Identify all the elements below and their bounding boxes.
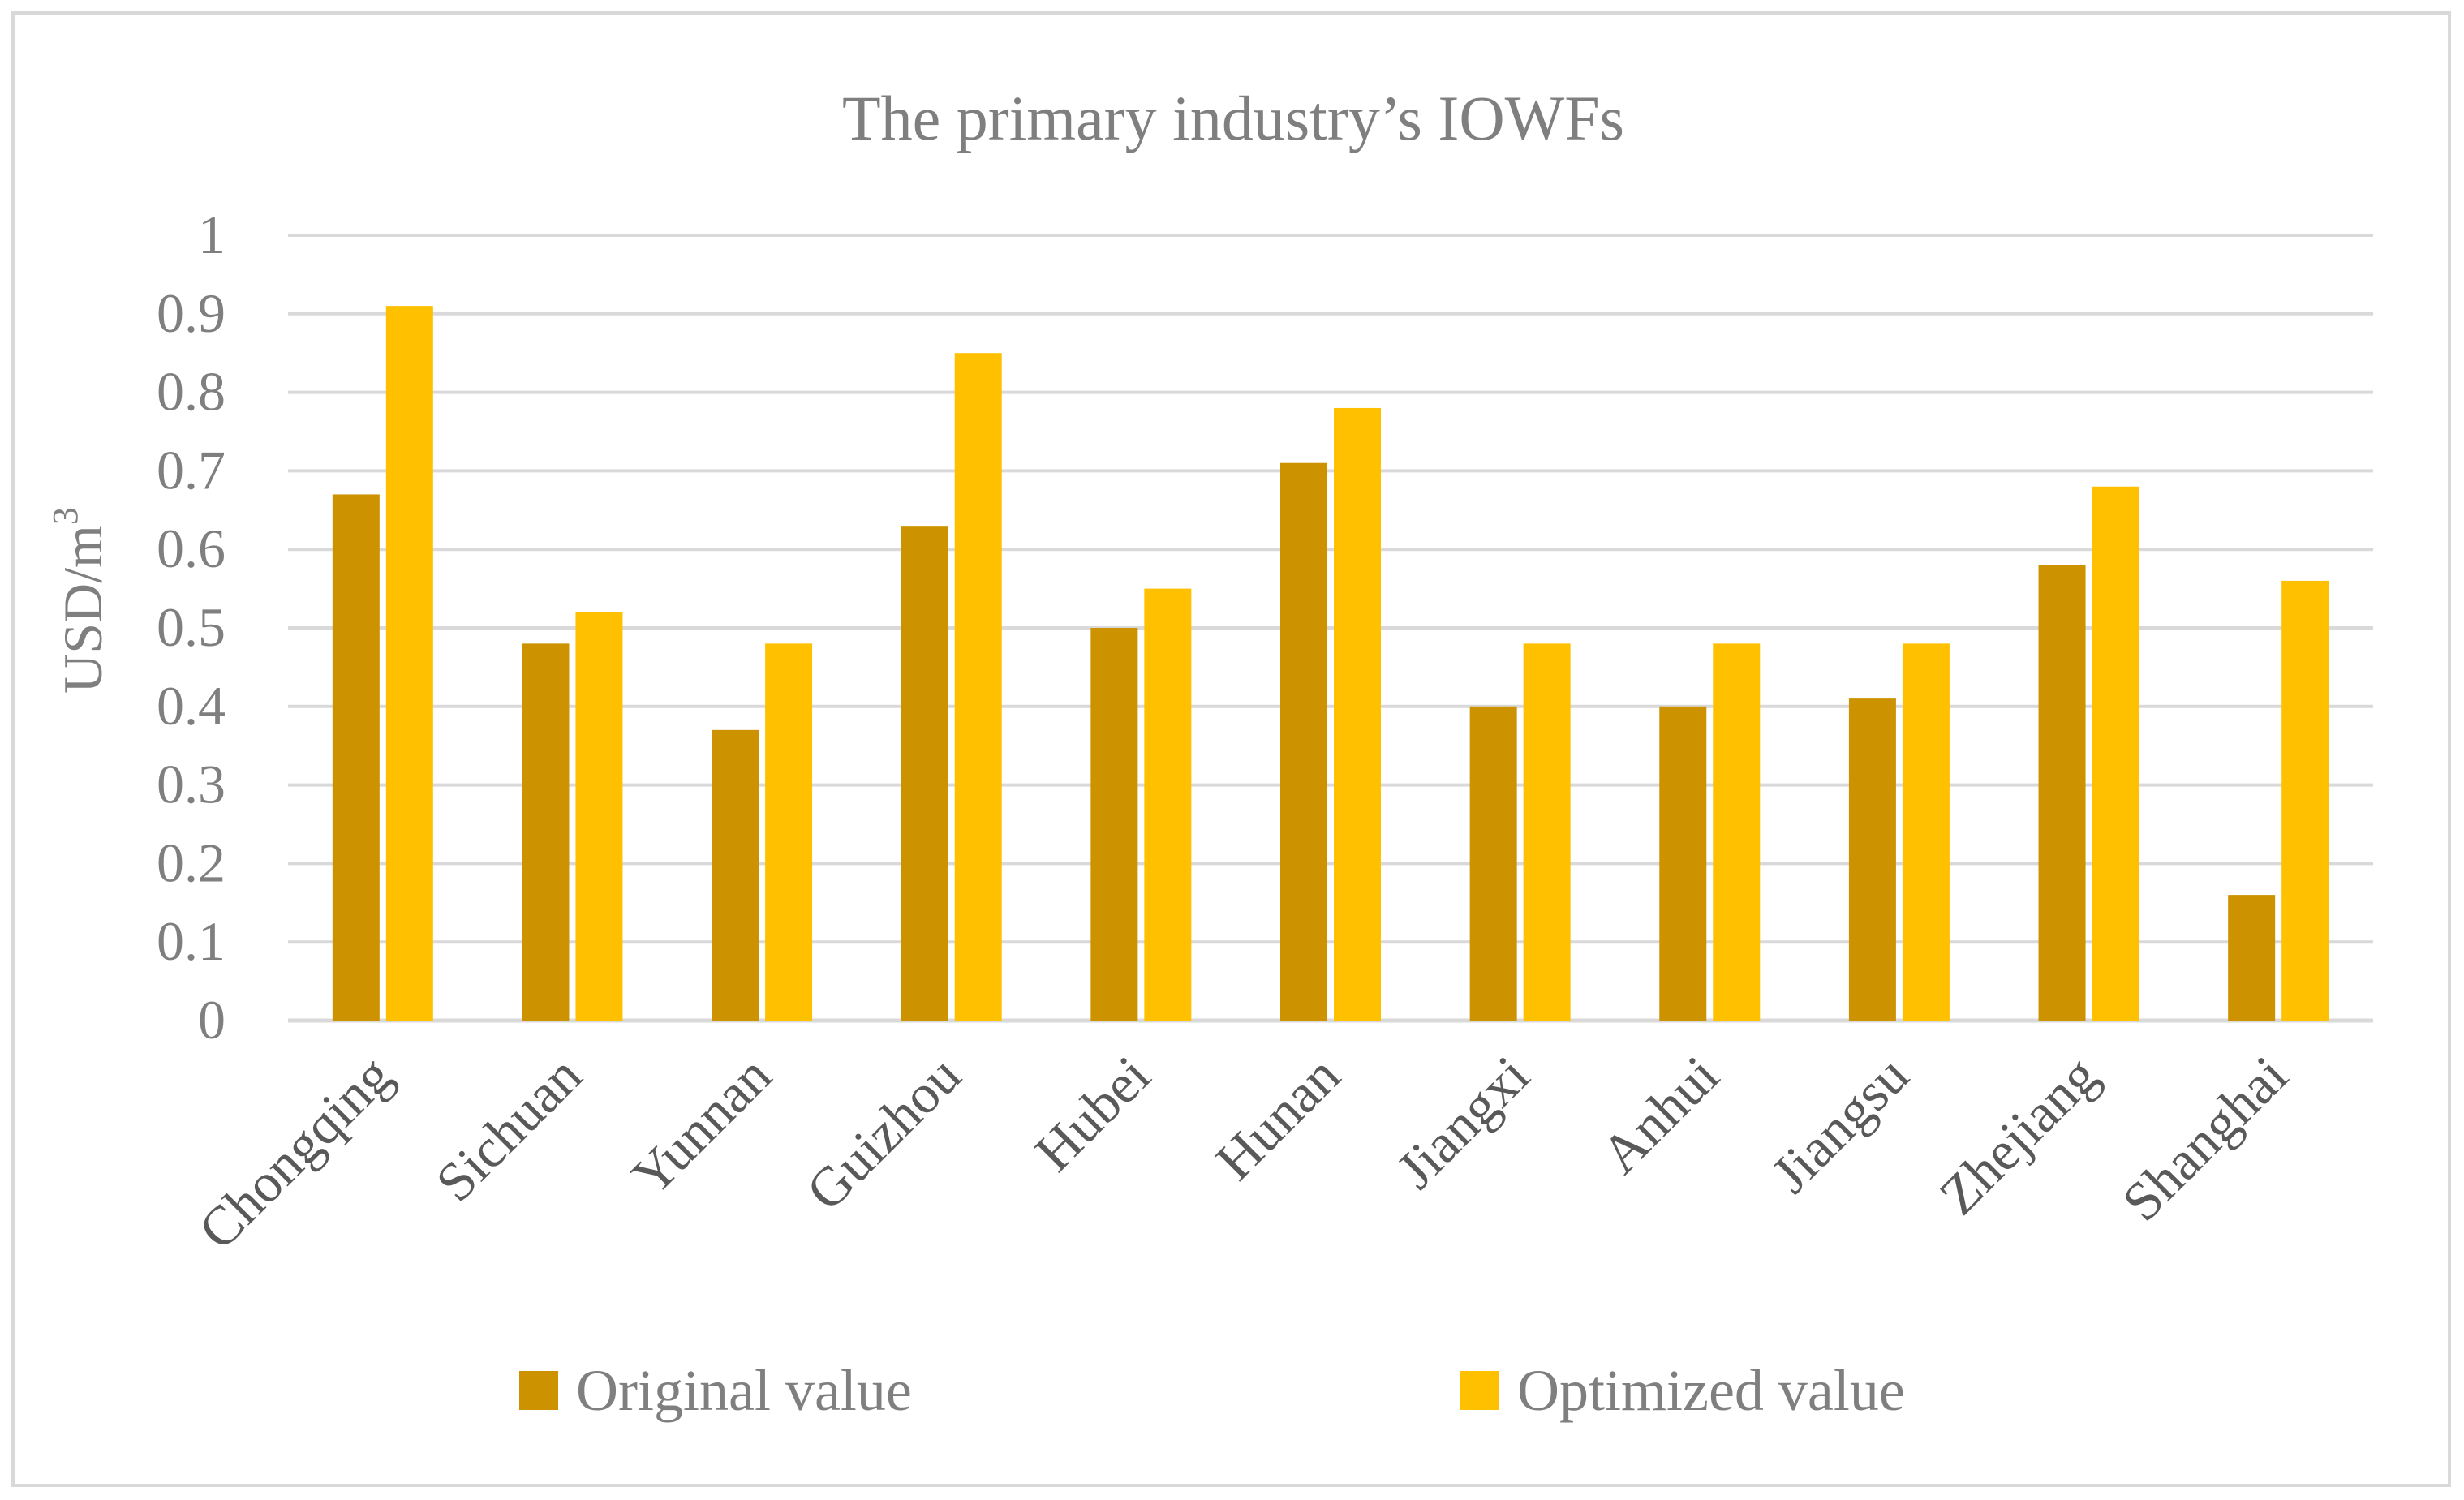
y-tick-label: 1 [198,204,226,265]
x-category-label: Zhejiang [1928,1044,2110,1227]
bar-original-value-zhejiang [2038,565,2086,1021]
legend-swatch [1460,1371,1499,1410]
bar-optimized-value-yunnan [765,643,813,1021]
bar-original-value-shanghai [2228,895,2276,1021]
x-axis-categories: Chongqing Sichuan Yunnan Guizhou Hubei Hunan J… [187,1044,2299,1261]
bar-optimized-value-shanghai [2281,580,2329,1021]
x-category-label: Yunnan [620,1044,783,1207]
chart-title: The primary industry’s IOWFs [842,83,1624,153]
x-category-label: Chongqing [187,1044,403,1261]
x-category-label: Jiangxi [1385,1044,1542,1201]
y-axis-title: USD/m3 [45,507,114,694]
legend-label: Optimized value [1517,1358,1905,1423]
bar-optimized-value-sichuan [575,612,623,1021]
bar-optimized-value-guizhou [954,353,1002,1021]
legend-swatch [519,1371,558,1410]
y-tick-label: 0.4 [157,675,226,737]
y-tick-label: 0.9 [157,282,226,344]
x-category-label: Jiangsu [1760,1044,1920,1205]
bar-original-value-hubei [1090,628,1138,1021]
y-tick-label: 0.1 [157,910,226,972]
bar-optimized-value-zhejiang [2092,486,2139,1021]
bar-original-value-jiangxi [1469,706,1517,1021]
bar-original-value-guizhou [901,526,948,1021]
bar-original-value-jiangsu [1848,698,1896,1021]
bar-optimized-value-chongqing [385,306,433,1021]
bar-optimized-value-jiangsu [1902,643,1950,1021]
bar-original-value-hunan [1280,462,1327,1021]
x-category-label: Anhui [1589,1044,1731,1185]
x-category-label: Shanghai [2110,1044,2299,1233]
bar-optimized-value-anhui [1713,643,1761,1021]
y-tick-label: 0 [198,989,226,1051]
bar-optimized-value-jiangxi [1523,643,1571,1021]
x-category-label: Hubei [1023,1044,1162,1183]
y-tick-label: 0.3 [157,754,226,815]
bar-original-value-sichuan [522,643,570,1021]
y-tick-label: 0.7 [157,439,226,501]
bar-original-value-yunnan [712,729,759,1021]
bar-original-value-anhui [1659,706,1707,1021]
y-tick-label: 0.2 [157,832,226,893]
y-axis-ticks: 0 0.1 0.2 0.3 0.4 0.5 0.6 0.7 0.8 0.9 1 [157,204,226,1051]
gridlines [288,234,2373,1023]
y-axis-title-superscript: 3 [45,507,85,525]
bar-optimized-value-hunan [1334,407,1381,1021]
legend-label: Original value [576,1358,912,1423]
x-category-label: Guizhou [794,1044,972,1222]
bar-optimized-value-hubei [1144,588,1192,1021]
bar-series [332,306,2329,1021]
bar-original-value-chongqing [332,494,380,1021]
x-category-label: Hunan [1204,1044,1352,1192]
y-axis-title-text: USD/m [52,525,114,694]
x-category-label: Sichuan [424,1044,593,1214]
legend: Original value Optimized value [519,1358,1905,1423]
y-tick-label: 0.6 [157,518,226,579]
y-tick-label: 0.5 [157,596,226,658]
y-tick-label: 0.8 [157,361,226,423]
